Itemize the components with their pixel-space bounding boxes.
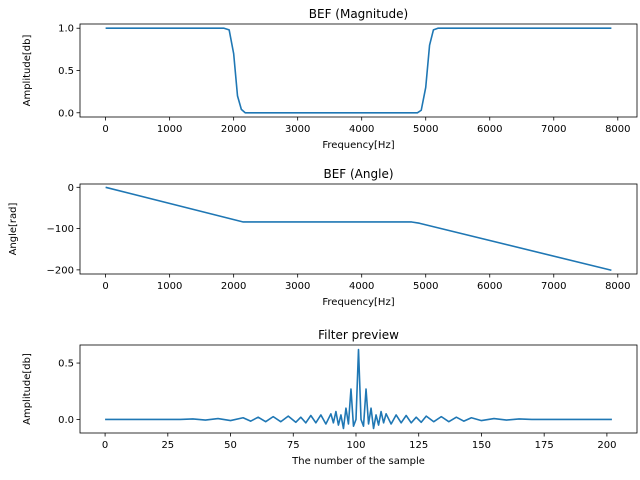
x-tick-label: 0 [102,124,108,135]
y-tick-label: 0 [68,183,74,194]
magnitude-xlabel: Frequency[Hz] [322,140,394,151]
x-tick-label: 6000 [477,281,502,292]
x-tick-label: 4000 [349,124,374,135]
x-tick-label: 8000 [605,124,630,135]
series-line [105,348,612,430]
x-tick-label: 175 [535,440,554,451]
series-line [105,186,612,272]
x-tick-label: 5000 [413,124,438,135]
y-tick-label: 0.5 [58,359,74,370]
y-tick-label: 1.0 [58,24,74,35]
x-tick-label: 0 [102,281,108,292]
x-tick-label: 2000 [221,281,246,292]
magnitude-ylabel: Amplitude[db] [22,35,33,107]
x-tick-label: 3000 [285,281,310,292]
x-tick-label: 200 [597,440,616,451]
y-tick-label: 0.5 [58,66,74,77]
x-tick-label: 3000 [285,124,310,135]
x-tick-label: 7000 [541,281,566,292]
filter-preview-ylabel: Amplitude[db] [22,353,33,425]
x-tick-label: 4000 [349,281,374,292]
axes-frame [79,344,638,434]
magnitude-title: BEF (Magnitude) [309,7,408,21]
x-tick-label: 25 [161,440,174,451]
subplot-filter-preview: Filter preview 0 25 50 75 100 125 150 175 200 0.0… [22,328,638,467]
x-tick-label: 75 [287,440,300,451]
x-tick-label: 5000 [413,281,438,292]
angle-title: BEF (Angle) [323,167,393,181]
subplot-angle: BEF (Angle) 0 1000 2000 3000 4000 5000 6000 700… [8,167,638,308]
x-tick-label: 1000 [157,281,182,292]
x-tick-label: 50 [224,440,237,451]
axes-frame [79,23,638,118]
x-tick-label: 125 [409,440,428,451]
y-tick-label: 0.0 [58,108,74,119]
x-tick-label: 100 [346,440,365,451]
x-tick-label: 150 [472,440,491,451]
subplot-magnitude: BEF (Magnitude) 0 1000 2000 3000 4000 5000 600… [22,7,638,151]
x-tick-label: 2000 [221,124,246,135]
filter-preview-title: Filter preview [318,328,399,342]
series-line [105,27,612,114]
y-tick-label: −100 [47,224,74,235]
angle-xlabel: Frequency[Hz] [322,297,394,308]
y-tick-label: 0.0 [58,415,74,426]
x-tick-label: 6000 [477,124,502,135]
x-tick-label: 8000 [605,281,630,292]
x-tick-label: 1000 [157,124,182,135]
angle-ylabel: Angle[rad] [8,202,19,255]
y-tick-label: −200 [47,265,74,276]
axes-frame [79,183,638,275]
x-tick-label: 7000 [541,124,566,135]
x-tick-label: 0 [102,440,108,451]
filter-preview-xlabel: The number of the sample [291,456,425,467]
